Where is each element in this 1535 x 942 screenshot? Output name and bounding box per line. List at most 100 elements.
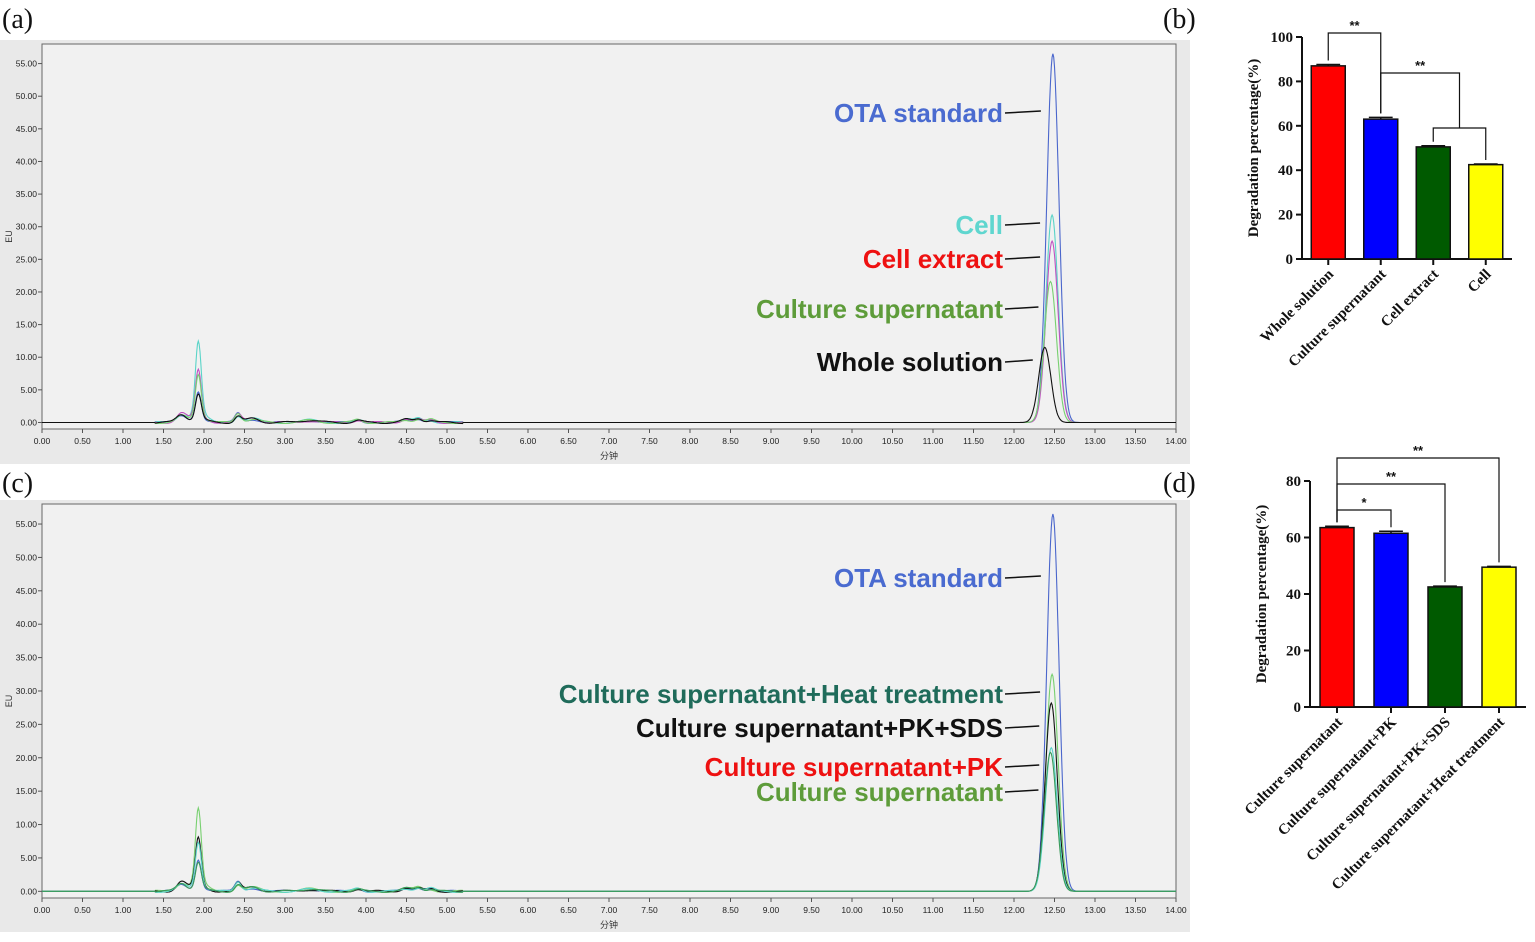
- y-tick-label: 80: [1278, 74, 1293, 90]
- x-tick-label: 3.00: [277, 905, 294, 915]
- x-tick-label: 13.00: [1084, 905, 1106, 915]
- y-tick-label: 15.00: [16, 786, 38, 796]
- x-tick-label: 2.50: [236, 436, 253, 446]
- y-axis-title: Degradation percentage(%): [1246, 59, 1262, 237]
- bar: [1319, 526, 1355, 708]
- annotation-leader: [1004, 575, 1041, 579]
- bar: [1310, 65, 1346, 260]
- plot-area: [41, 43, 1177, 430]
- x-tick-label: 10.50: [882, 436, 904, 446]
- x-tick-label: 13.50: [1125, 905, 1147, 915]
- y-tick-label: 60: [1278, 119, 1293, 135]
- x-tick-label: 11.00: [923, 905, 944, 915]
- x-tick-label: 4.50: [398, 905, 415, 915]
- annotation-label: Culture supernatant+PK+SDS: [636, 713, 1003, 743]
- y-tick-label: 45.00: [16, 124, 38, 134]
- x-tick-label: 7.00: [601, 436, 618, 446]
- y-tick-label: 0: [1286, 252, 1294, 268]
- significance-label: *: [1361, 495, 1367, 510]
- x-tick-label: 6.00: [520, 436, 537, 446]
- annotation-label: Culture supernatant: [756, 777, 1003, 807]
- x-tick-label: 11.50: [963, 436, 984, 446]
- x-tick-label: 7.50: [641, 905, 658, 915]
- y-tick-label: 40: [1286, 587, 1301, 603]
- y-tick-label: 35.00: [16, 653, 38, 663]
- annotation-label: Culture supernatant+PK: [705, 752, 1004, 782]
- x-tick-label: 9.50: [803, 436, 820, 446]
- significance-label: **: [1349, 18, 1360, 33]
- panel-label-d: (d): [1163, 468, 1196, 499]
- annotation-label: OTA standard: [834, 98, 1003, 128]
- y-tick-label: 40.00: [16, 156, 38, 166]
- x-tick-label: 12.50: [1044, 436, 1066, 446]
- category-label: Culture supernatant: [1242, 715, 1346, 819]
- x-tick-label: 7.50: [641, 436, 658, 446]
- x-tick-label: 0.50: [74, 905, 91, 915]
- x-tick-label: 5.50: [479, 436, 496, 446]
- x-tick-label: 0.50: [74, 436, 91, 446]
- x-tick-label: 2.00: [196, 436, 213, 446]
- annotation-leader: [1004, 359, 1033, 363]
- x-tick-label: 9.00: [763, 905, 780, 915]
- x-tick-label: 6.50: [560, 905, 577, 915]
- x-tick-label: 3.50: [317, 436, 334, 446]
- y-tick-label: 35.00: [16, 189, 38, 199]
- bar: [1481, 566, 1517, 708]
- bar: [1427, 586, 1463, 708]
- panel-label-a: (a): [2, 4, 33, 35]
- x-tick-label: 1.50: [155, 905, 172, 915]
- annotation-label: Culture supernatant: [756, 294, 1003, 324]
- y-tick-label: 0.00: [20, 886, 37, 896]
- significance-label: **: [1386, 469, 1397, 484]
- y-tick-label: 20: [1278, 208, 1293, 224]
- x-tick-label: 8.00: [682, 436, 699, 446]
- annotation-leader: [1004, 789, 1039, 793]
- x-tick-label: 5.00: [439, 905, 456, 915]
- x-tick-label: 5.50: [479, 905, 496, 915]
- y-axis-title: EU: [4, 695, 14, 708]
- y-tick-label: 40.00: [16, 619, 38, 629]
- x-tick-label: 11.00: [923, 436, 944, 446]
- chromatogram-a: 0.00 5.00 10.00 15.00 20.00 25.00 30.00 35.00 40…: [0, 40, 1190, 464]
- x-tick-label: 2.00: [196, 905, 213, 915]
- bar: [1363, 118, 1399, 260]
- x-tick-label: 10.50: [882, 905, 904, 915]
- x-tick-label: 3.00: [277, 436, 294, 446]
- annotation-label: Cell extract: [863, 244, 1004, 274]
- significance-label: **: [1415, 58, 1426, 73]
- x-tick-label: 10.00: [841, 436, 863, 446]
- y-axis-title: Degradation percentage(%): [1254, 505, 1270, 683]
- y-tick-label: 80: [1286, 474, 1301, 490]
- y-tick-label: 15.00: [16, 320, 38, 330]
- x-tick-label: 6.50: [560, 436, 577, 446]
- y-tick-label: 0.00: [20, 417, 37, 427]
- x-tick-label: 5.00: [439, 436, 456, 446]
- significance-bracket: [1336, 509, 1392, 528]
- bar: [1415, 146, 1451, 260]
- x-tick-label: 10.00: [841, 905, 863, 915]
- y-tick-label: 0: [1294, 700, 1302, 716]
- trace-culture-supernatant: [42, 751, 1176, 893]
- x-tick-label: 9.00: [763, 436, 780, 446]
- x-tick-label: 8.50: [722, 436, 739, 446]
- x-tick-label: 12.50: [1044, 905, 1066, 915]
- annotation-label: OTA standard: [834, 563, 1003, 593]
- x-tick-label: 8.00: [682, 905, 699, 915]
- y-tick-label: 5.00: [20, 385, 37, 395]
- y-tick-label: 45.00: [16, 586, 38, 596]
- trace-whole-solution: [42, 346, 1176, 425]
- significance-bracket: [1336, 457, 1500, 563]
- x-tick-label: 9.50: [803, 905, 820, 915]
- x-tick-label: 14.00: [1165, 436, 1187, 446]
- y-tick-label: 100: [1271, 30, 1294, 46]
- x-tick-label: 14.00: [1165, 905, 1187, 915]
- y-tick-label: 30.00: [16, 222, 38, 232]
- x-tick-label: 3.50: [317, 905, 334, 915]
- annotation-leader: [1004, 306, 1039, 310]
- x-tick-label: 11.50: [963, 905, 984, 915]
- x-axis-title: 分钟: [600, 919, 618, 930]
- category-label: Culture supernatant: [1286, 267, 1390, 371]
- y-tick-label: 30.00: [16, 686, 38, 696]
- x-tick-label: 13.50: [1125, 436, 1147, 446]
